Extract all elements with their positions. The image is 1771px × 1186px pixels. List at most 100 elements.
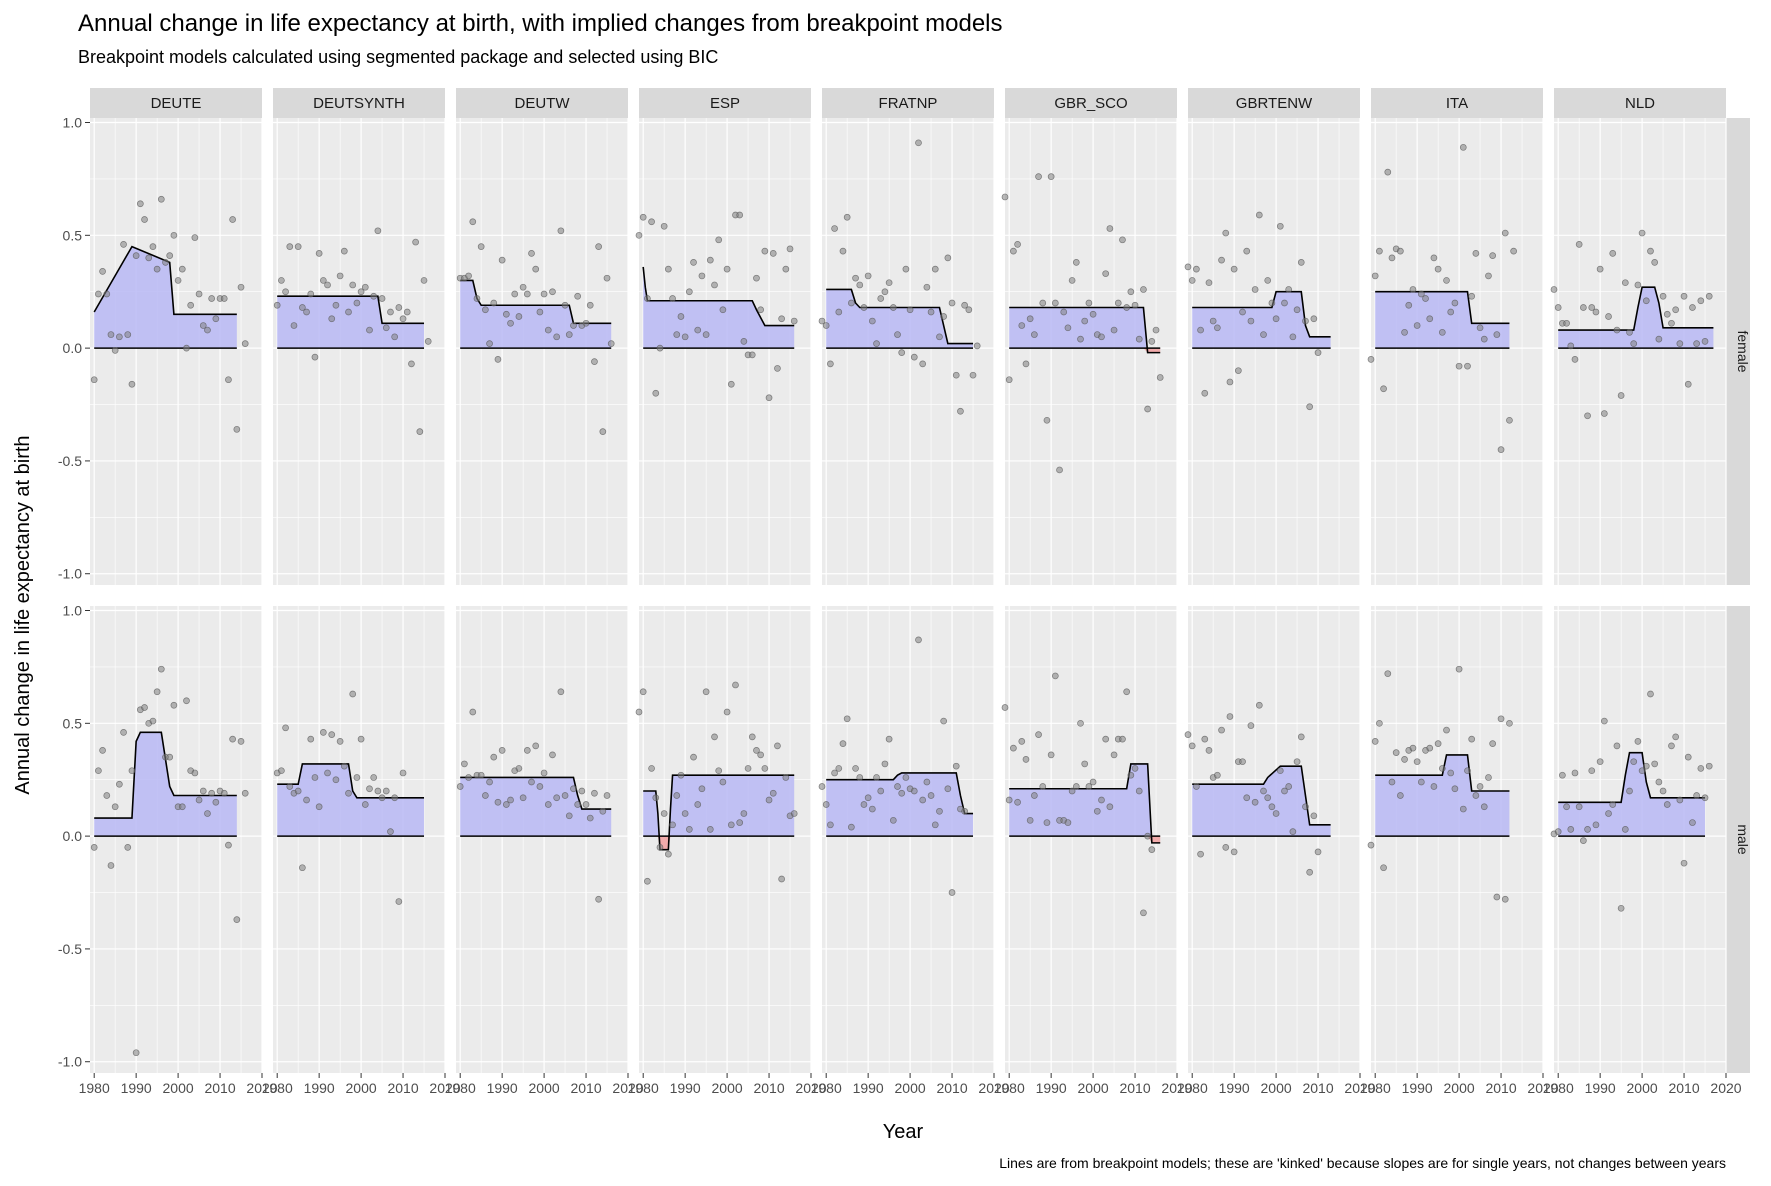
data-point bbox=[1156, 374, 1164, 381]
data-point bbox=[1376, 719, 1383, 727]
breakpoint-line bbox=[1558, 286, 1714, 331]
data-point bbox=[1051, 672, 1059, 680]
data-point bbox=[157, 665, 165, 673]
data-point bbox=[416, 428, 424, 435]
data-point bbox=[1035, 173, 1042, 181]
data-point bbox=[740, 337, 748, 345]
data-point bbox=[153, 265, 161, 273]
x-tick-label: 2000 bbox=[1261, 1080, 1292, 1096]
x-tick-label: 2010 bbox=[1668, 1080, 1699, 1096]
x-tick-label: 1990 bbox=[121, 1080, 152, 1096]
data-point bbox=[378, 794, 386, 802]
data-point bbox=[208, 295, 216, 302]
data-point bbox=[540, 769, 548, 777]
data-point bbox=[1676, 340, 1684, 347]
data-point bbox=[1184, 263, 1192, 271]
data-point bbox=[1401, 756, 1408, 763]
data-point bbox=[681, 333, 689, 341]
data-point bbox=[1489, 252, 1497, 259]
data-point bbox=[1571, 769, 1579, 777]
data-point bbox=[1051, 299, 1059, 307]
column-strip-label: FRATNP bbox=[879, 95, 938, 112]
breakpoint-line bbox=[1558, 751, 1706, 804]
data-point bbox=[461, 760, 468, 768]
data-point bbox=[490, 299, 498, 307]
data-point bbox=[582, 801, 590, 808]
data-point bbox=[1459, 143, 1467, 151]
data-point bbox=[199, 322, 207, 329]
data-point bbox=[1559, 771, 1566, 779]
data-point bbox=[948, 299, 956, 307]
data-point bbox=[769, 789, 777, 797]
data-point bbox=[1285, 286, 1293, 293]
data-point bbox=[237, 738, 245, 745]
data-point bbox=[195, 290, 203, 298]
data-point bbox=[790, 810, 798, 817]
data-point bbox=[1251, 798, 1259, 806]
data-point bbox=[561, 301, 569, 309]
data-point bbox=[1077, 719, 1084, 727]
data-point bbox=[1642, 297, 1650, 305]
data-point bbox=[353, 774, 361, 781]
panel-background bbox=[1371, 118, 1543, 585]
data-point bbox=[336, 272, 344, 280]
data-point bbox=[1697, 297, 1705, 305]
data-point bbox=[1310, 315, 1318, 323]
data-point bbox=[765, 394, 773, 402]
data-point bbox=[898, 349, 906, 356]
data-point bbox=[753, 747, 760, 754]
data-point bbox=[1638, 767, 1646, 775]
x-tick-label: 2000 bbox=[346, 1080, 377, 1096]
data-point bbox=[299, 304, 306, 311]
data-point bbox=[111, 803, 119, 811]
data-point bbox=[233, 916, 241, 923]
data-point bbox=[494, 356, 502, 363]
x-tick-label: 2020 bbox=[429, 1080, 460, 1096]
data-point bbox=[1014, 798, 1021, 806]
data-point bbox=[99, 268, 106, 275]
data-point bbox=[940, 313, 948, 320]
data-point bbox=[761, 247, 769, 255]
data-point bbox=[324, 769, 331, 777]
data-point bbox=[603, 792, 611, 799]
data-point bbox=[1010, 744, 1017, 752]
data-point bbox=[328, 731, 336, 738]
data-point bbox=[790, 317, 798, 325]
data-point bbox=[591, 789, 598, 797]
data-point bbox=[1434, 265, 1442, 273]
data-point bbox=[1201, 389, 1209, 397]
x-tick-label: 1980 bbox=[994, 1080, 1025, 1096]
data-point bbox=[149, 243, 157, 250]
data-point bbox=[1239, 308, 1246, 316]
y-tick-label: -0.5 bbox=[58, 453, 82, 469]
data-point bbox=[391, 333, 399, 341]
x-tick-label: 1990 bbox=[1402, 1080, 1433, 1096]
data-point bbox=[1397, 792, 1404, 799]
data-point bbox=[382, 324, 390, 332]
data-point bbox=[1106, 803, 1114, 811]
data-point bbox=[732, 681, 739, 689]
data-point bbox=[120, 240, 127, 248]
data-point bbox=[282, 724, 289, 732]
data-point bbox=[1392, 749, 1400, 756]
data-point bbox=[736, 211, 744, 219]
data-point bbox=[702, 688, 710, 696]
data-point bbox=[961, 301, 968, 309]
data-point bbox=[864, 272, 872, 280]
x-tick-label: 1980 bbox=[445, 1080, 476, 1096]
data-point bbox=[877, 295, 885, 302]
data-point bbox=[145, 254, 153, 262]
data-point bbox=[685, 288, 693, 296]
data-point bbox=[95, 767, 102, 775]
data-point bbox=[694, 801, 702, 808]
data-point bbox=[220, 295, 228, 302]
data-point bbox=[1571, 356, 1579, 363]
x-tick-label: 2020 bbox=[978, 1080, 1009, 1096]
data-point bbox=[1302, 803, 1309, 811]
data-point bbox=[677, 313, 685, 320]
data-point bbox=[881, 288, 889, 296]
data-point bbox=[157, 195, 165, 203]
data-point bbox=[1222, 844, 1230, 851]
data-point bbox=[1447, 769, 1455, 777]
data-point bbox=[1689, 819, 1696, 826]
